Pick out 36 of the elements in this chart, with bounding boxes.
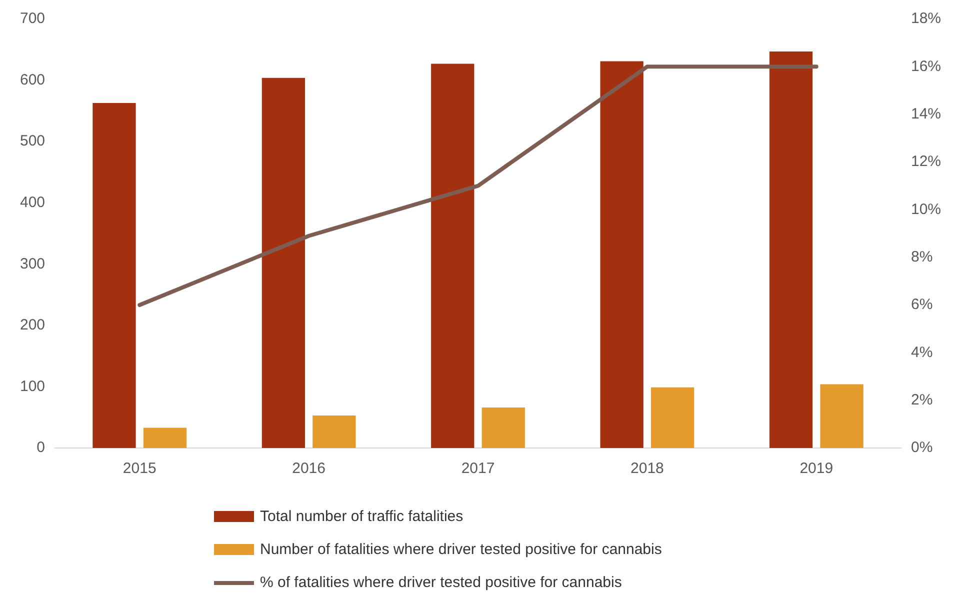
y-tick-label: 400 [20, 194, 46, 211]
y2-tick-label: 12% [910, 153, 942, 170]
y-tick-label: 600 [20, 71, 46, 88]
y2-tick-label: 4% [910, 344, 933, 361]
legend-label: % of fatalities where driver tested positive for cannabis [260, 574, 622, 591]
y2-tick-label: 18% [910, 10, 942, 28]
y2-tick-label: 2% [910, 391, 933, 408]
bar [651, 387, 694, 448]
bar [820, 384, 864, 448]
y-tick-label: 300 [20, 255, 46, 272]
y-tick-label: 0 [36, 439, 46, 456]
x-tick-label: 2015 [122, 460, 156, 478]
x-tick-label: 2016 [292, 460, 326, 478]
y2-tick-label: 14% [910, 105, 942, 122]
bar [482, 408, 525, 448]
y2-tick-label: 10% [910, 200, 942, 218]
y2-tick-label: 16% [910, 58, 942, 75]
legend-label: Number of fatalities where driver tested positive for cannabis [260, 541, 662, 558]
bar [431, 64, 474, 448]
x-tick-label: 2017 [461, 460, 495, 478]
bar [262, 78, 306, 448]
y2-tick-label: 6% [910, 296, 933, 314]
y2-tick-label: 0% [910, 439, 933, 456]
bar [312, 416, 356, 448]
x-tick-label: 2018 [630, 460, 664, 478]
y2-tick-label: 8% [910, 248, 933, 266]
x-tick-label: 2019 [800, 460, 834, 478]
y-tick-label: 700 [20, 10, 46, 28]
y-tick-label: 100 [20, 378, 46, 395]
bar [600, 61, 644, 448]
bar [769, 51, 813, 448]
bar [92, 102, 136, 448]
y-tick-label: 500 [20, 132, 46, 150]
y-tick-label: 200 [20, 316, 46, 334]
bar [143, 428, 187, 448]
legend-label: Total number of traffic fatalities [260, 508, 464, 525]
